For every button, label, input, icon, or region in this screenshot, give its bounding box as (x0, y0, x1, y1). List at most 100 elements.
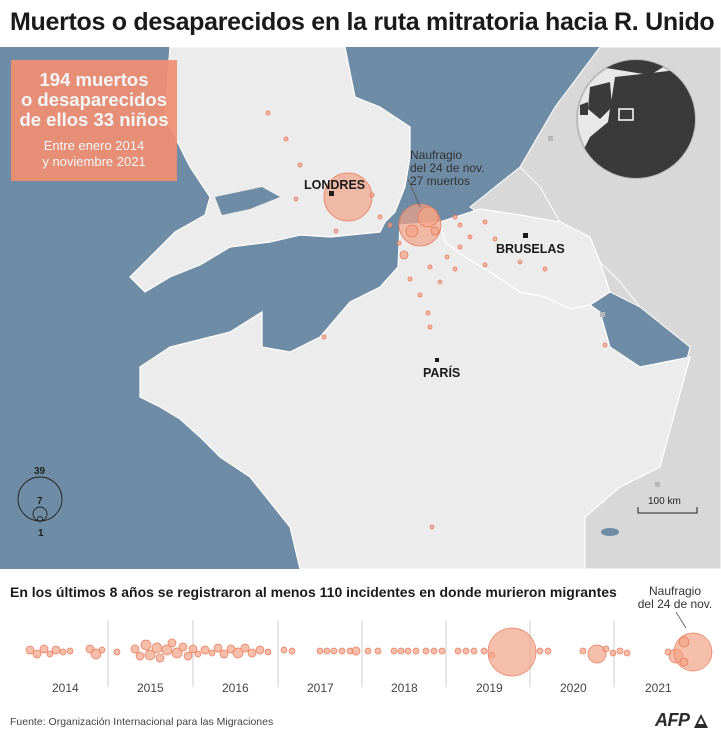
great-britain-land (129, 47, 411, 293)
timeline-incident (323, 647, 331, 655)
timeline-incident (616, 647, 624, 655)
incident-dot (283, 136, 289, 142)
amsterdam-marker (548, 136, 553, 141)
legend-label-medium: 7 (37, 496, 43, 507)
timeline-incident (66, 647, 74, 655)
timeline-incident (32, 649, 42, 659)
stat-main: 194 muertos o desaparecidos de ellos 33 … (11, 70, 177, 130)
afp-logo: AFP (655, 710, 710, 731)
timeline-incident (422, 647, 430, 655)
incident-dot (425, 310, 431, 316)
timeline-incident (255, 645, 265, 655)
city-label-londres: LONDRES (304, 178, 366, 192)
timeline-incident (351, 646, 361, 656)
timeline-incident (602, 645, 610, 653)
timeline-incident (288, 647, 296, 655)
timeline-incident (183, 651, 193, 661)
incident-calais-c (430, 226, 440, 236)
globe-britain (588, 82, 612, 119)
timeline-incident (338, 647, 346, 655)
timeline-incident-naufragio (673, 632, 713, 672)
year-label-2018: 2018 (391, 681, 418, 695)
incident-dot (265, 110, 271, 116)
timeline-naufragio-line2: del 24 de nov. (637, 597, 713, 611)
year-label-2014: 2014 (52, 681, 79, 695)
legend-label-large: 39 (34, 466, 46, 477)
timeline-incident (113, 648, 121, 656)
stat-sub-line2: y noviembre 2021 (42, 154, 146, 169)
timeline-incident (98, 646, 106, 654)
year-label-2017: 2017 (307, 681, 334, 695)
timeline-incident (316, 647, 324, 655)
incident-dot (377, 214, 383, 220)
incident-dot (602, 342, 608, 348)
timeline-incident (178, 642, 188, 652)
timeline-incident (264, 648, 272, 656)
timeline-incident (167, 638, 177, 648)
year-label-2020: 2020 (560, 681, 587, 695)
border-de-be (599, 261, 641, 308)
stat-main-line1: 194 muertos (39, 69, 149, 90)
incident-dot (457, 244, 463, 250)
timeline-incident (46, 650, 54, 658)
year-label-2021: 2021 (645, 681, 672, 695)
incident-dot (437, 279, 443, 285)
incident-dot (467, 234, 473, 240)
incident-dot (427, 324, 433, 330)
map-canvas (0, 47, 721, 569)
map-naufragio-line1: Naufragio (410, 148, 463, 162)
incident-dot (482, 262, 488, 268)
incident-dot (452, 266, 458, 272)
year-label-2016: 2016 (222, 681, 249, 695)
stat-main-line3: de ellos 33 niños (19, 109, 169, 130)
timeline-incident (25, 645, 35, 655)
france-land (139, 221, 691, 569)
timeline-incident (188, 644, 198, 654)
timeline-incident (280, 646, 288, 654)
brussels-marker (523, 233, 528, 238)
timeline-incident (330, 647, 338, 655)
timeline-incident (609, 649, 617, 657)
incident-dot (452, 214, 458, 220)
timeline-incident (161, 644, 173, 656)
timeline-incident (90, 648, 102, 660)
incident-circles (265, 110, 608, 530)
timeline-incident (579, 647, 587, 655)
timeline-incident (374, 647, 382, 655)
incident-dot (333, 228, 339, 234)
incident-dot (517, 259, 523, 265)
timeline-incident (240, 643, 250, 653)
incident-dot (417, 292, 423, 298)
timeline-incident (130, 644, 140, 654)
incident-dot (369, 192, 375, 198)
legend-circle-small (37, 516, 43, 522)
timeline-subtitle: En los últimos 8 años se registraron al … (10, 584, 617, 600)
lake (601, 528, 619, 536)
timeline-incident (390, 647, 398, 655)
timeline-incident (480, 647, 488, 655)
map (0, 47, 721, 569)
timeline-incident (397, 647, 405, 655)
page-title: Muertos o desaparecidos en la ruta mitra… (10, 8, 715, 36)
timeline-incident (219, 649, 229, 659)
timeline-naufragio-line1: Naufragio (648, 584, 702, 598)
incident-dot (407, 276, 413, 282)
timeline-incident (232, 647, 244, 659)
timeline-incident (213, 643, 223, 653)
incident-dot (297, 162, 303, 168)
year-label-2015: 2015 (137, 681, 164, 695)
timeline-incident (51, 645, 61, 655)
timeline-incident (623, 649, 631, 657)
timeline-circles (25, 627, 713, 677)
timeline-incident (430, 647, 438, 655)
scale-label: 100 km (648, 496, 681, 507)
timeline-incident (536, 647, 544, 655)
timeline-incident (438, 647, 446, 655)
map-naufragio-annotation: Naufragio del 24 de nov. 27 muertos (410, 149, 485, 188)
timeline-incident (151, 642, 163, 654)
incident-dot (396, 240, 402, 246)
timeline-incident (404, 647, 412, 655)
timeline-incident-medium (587, 644, 607, 664)
stat-sub-line1: Entre enero 2014 (43, 138, 145, 153)
timeline-incident (144, 649, 156, 661)
